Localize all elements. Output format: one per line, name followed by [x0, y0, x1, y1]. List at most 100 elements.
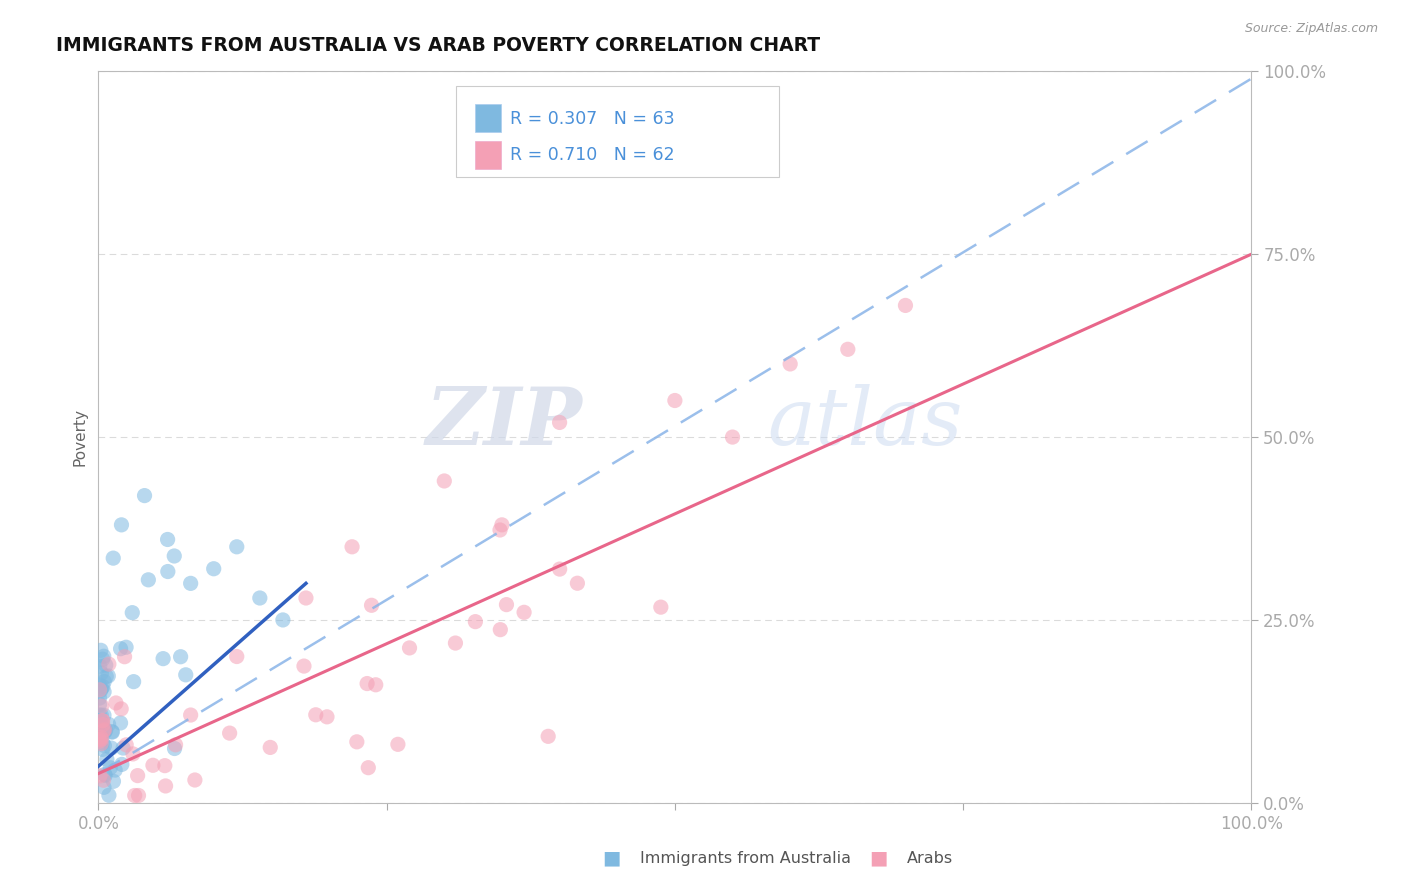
Point — [156, 565, 179, 579]
Point — [721, 430, 744, 444]
Point — [96, 752, 118, 766]
Text: ■: ■ — [869, 848, 889, 868]
Point — [89, 708, 111, 723]
Point — [91, 680, 114, 694]
Point — [142, 758, 165, 772]
Point — [433, 474, 456, 488]
Text: IMMIGRANTS FROM AUSTRALIA VS ARAB POVERTY CORRELATION CHART: IMMIGRANTS FROM AUSTRALIA VS ARAB POVERT… — [56, 36, 820, 54]
Point — [91, 742, 114, 756]
Point — [104, 763, 127, 777]
Point — [122, 747, 145, 761]
Point — [360, 599, 382, 613]
Point — [364, 678, 387, 692]
Point — [292, 659, 315, 673]
Point — [89, 682, 111, 697]
Point — [779, 357, 801, 371]
Point — [90, 714, 112, 728]
Point — [90, 732, 112, 747]
Point — [90, 683, 112, 698]
Point — [101, 724, 124, 739]
Point — [94, 768, 117, 782]
Point — [90, 699, 112, 714]
Point — [114, 649, 136, 664]
Point — [91, 717, 114, 731]
Point — [398, 640, 420, 655]
Point — [169, 649, 191, 664]
Point — [837, 343, 859, 357]
Point — [98, 761, 121, 775]
Point — [97, 657, 120, 672]
Point — [122, 674, 145, 689]
Point — [340, 540, 363, 554]
Point — [104, 696, 127, 710]
Point — [90, 708, 112, 723]
Point — [218, 726, 240, 740]
Point — [93, 685, 115, 699]
Text: R = 0.710   N = 62: R = 0.710 N = 62 — [510, 146, 675, 164]
Point — [90, 720, 112, 734]
Point — [489, 623, 512, 637]
Point — [165, 738, 187, 752]
Point — [155, 779, 177, 793]
Point — [356, 676, 378, 690]
Text: R = 0.307   N = 63: R = 0.307 N = 63 — [510, 110, 675, 128]
Point — [97, 789, 120, 803]
Point — [110, 715, 132, 730]
Point — [271, 613, 294, 627]
Point — [444, 636, 467, 650]
FancyBboxPatch shape — [475, 104, 501, 132]
Point — [91, 736, 114, 750]
Text: Immigrants from Australia: Immigrants from Australia — [640, 851, 851, 865]
Point — [93, 739, 115, 753]
FancyBboxPatch shape — [475, 141, 501, 169]
Point — [90, 730, 112, 744]
Point — [664, 393, 686, 408]
Point — [100, 741, 122, 756]
Point — [97, 669, 120, 683]
Point — [89, 678, 111, 692]
Point — [156, 533, 179, 547]
Point — [495, 598, 517, 612]
Point — [163, 741, 186, 756]
Point — [94, 723, 117, 738]
Point — [90, 666, 112, 681]
Point — [491, 517, 513, 532]
Point — [93, 649, 115, 664]
Point — [202, 562, 225, 576]
Point — [121, 606, 143, 620]
Point — [163, 549, 186, 563]
Point — [115, 738, 138, 752]
Point — [138, 573, 160, 587]
Point — [128, 789, 150, 803]
Point — [225, 649, 247, 664]
Point — [180, 708, 202, 723]
Point — [153, 758, 176, 772]
Point — [112, 741, 135, 756]
Point — [91, 652, 114, 666]
Point — [110, 702, 132, 716]
Point — [93, 780, 115, 795]
Point — [91, 714, 114, 728]
Point — [127, 769, 149, 783]
Point — [489, 523, 512, 537]
Point — [94, 723, 117, 737]
Point — [90, 737, 112, 751]
Point — [91, 717, 114, 731]
Point — [89, 769, 111, 783]
Point — [184, 772, 207, 787]
Point — [464, 615, 486, 629]
Point — [96, 669, 118, 683]
Point — [225, 540, 247, 554]
Point — [93, 723, 115, 737]
Text: ■: ■ — [602, 848, 621, 868]
Point — [115, 640, 138, 655]
Point — [567, 576, 589, 591]
Point — [101, 725, 124, 739]
Point — [97, 717, 120, 731]
Point — [387, 737, 409, 751]
Point — [537, 729, 560, 743]
Point — [111, 757, 134, 772]
Point — [110, 641, 132, 656]
Point — [93, 674, 115, 689]
Point — [94, 724, 117, 739]
